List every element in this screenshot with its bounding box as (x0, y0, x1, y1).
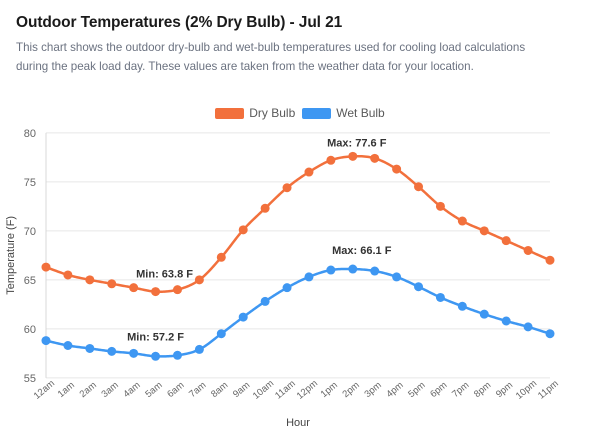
svg-text:Min: 57.2 F: Min: 57.2 F (127, 332, 184, 344)
svg-text:55: 55 (24, 373, 36, 385)
svg-text:60: 60 (24, 324, 36, 336)
svg-text:2pm: 2pm (341, 380, 362, 400)
svg-text:10pm: 10pm (514, 378, 539, 402)
svg-text:8am: 8am (209, 380, 230, 400)
svg-text:4pm: 4pm (384, 380, 405, 400)
svg-text:9pm: 9pm (494, 380, 515, 400)
svg-text:3am: 3am (100, 380, 121, 400)
svg-text:7am: 7am (187, 380, 208, 400)
svg-text:Max: 66.1 F: Max: 66.1 F (332, 245, 392, 257)
svg-text:Hour: Hour (286, 417, 310, 429)
svg-text:12pm: 12pm (295, 378, 320, 402)
svg-text:6am: 6am (165, 380, 186, 400)
svg-text:4am: 4am (121, 380, 142, 400)
svg-text:65: 65 (24, 275, 36, 287)
svg-text:7pm: 7pm (450, 380, 471, 400)
svg-text:11pm: 11pm (536, 378, 561, 401)
svg-text:10am: 10am (251, 378, 276, 402)
svg-text:75: 75 (24, 177, 36, 189)
svg-text:80: 80 (24, 128, 36, 140)
svg-text:8pm: 8pm (472, 380, 493, 400)
svg-text:9am: 9am (231, 380, 252, 400)
svg-text:70: 70 (24, 226, 36, 238)
svg-text:11am: 11am (273, 378, 298, 401)
svg-text:5am: 5am (143, 380, 164, 400)
svg-text:Min: 63.8 F: Min: 63.8 F (136, 269, 193, 281)
svg-text:5pm: 5pm (406, 380, 427, 400)
svg-text:Max: 77.6 F: Max: 77.6 F (327, 138, 387, 150)
svg-text:Temperature (F): Temperature (F) (5, 216, 17, 295)
svg-text:6pm: 6pm (428, 380, 449, 400)
svg-text:2am: 2am (78, 380, 99, 400)
svg-text:3pm: 3pm (362, 380, 383, 400)
svg-text:1am: 1am (56, 380, 77, 400)
svg-text:1pm: 1pm (319, 380, 340, 400)
